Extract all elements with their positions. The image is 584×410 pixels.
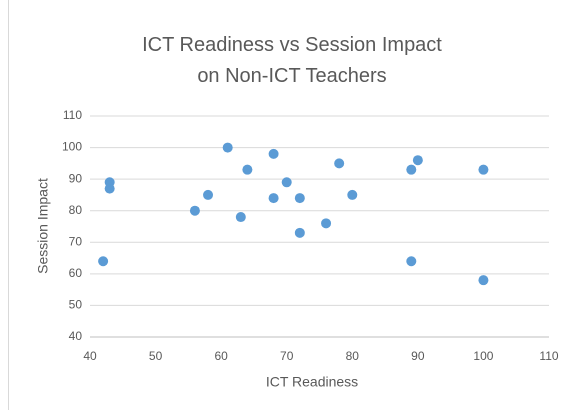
point <box>104 183 115 194</box>
point <box>334 158 345 169</box>
point <box>406 164 417 175</box>
point <box>347 189 358 200</box>
x-tick-label: 60 <box>214 349 228 363</box>
y-tick-label: 40 <box>69 329 83 343</box>
point <box>268 148 279 159</box>
point <box>406 256 417 267</box>
point <box>294 193 305 204</box>
y-tick-label: 50 <box>69 298 83 312</box>
y-tick-label: 100 <box>62 140 82 154</box>
point <box>294 227 305 238</box>
point <box>478 275 489 286</box>
y-tick-label: 70 <box>69 234 83 248</box>
point <box>203 189 214 200</box>
y-tick-label: 80 <box>69 203 83 217</box>
y-tick-label: 110 <box>63 108 82 122</box>
y-tick-label: 60 <box>69 266 83 280</box>
point <box>222 142 233 153</box>
point <box>235 212 246 223</box>
point <box>281 177 292 188</box>
point <box>321 218 332 229</box>
x-axis-title: ICT Readiness <box>266 374 358 390</box>
y-tick-label: 90 <box>69 171 83 185</box>
x-tick-label: 50 <box>149 349 163 363</box>
x-tick-label: 90 <box>411 349 425 363</box>
x-tick-label: 40 <box>83 349 97 363</box>
point <box>98 256 109 267</box>
point <box>412 155 423 166</box>
x-tick-label: 70 <box>280 349 294 363</box>
point <box>268 193 279 204</box>
x-tick-label: 110 <box>539 349 558 363</box>
point <box>242 164 253 175</box>
y-axis-title: Session Impact <box>35 178 51 274</box>
point <box>478 164 489 175</box>
x-tick-label: 80 <box>346 349 360 363</box>
chart-title: ICT Readiness vs Session Impact on Non-I… <box>142 34 442 87</box>
x-tick-label: 100 <box>473 349 493 363</box>
point <box>189 205 200 216</box>
